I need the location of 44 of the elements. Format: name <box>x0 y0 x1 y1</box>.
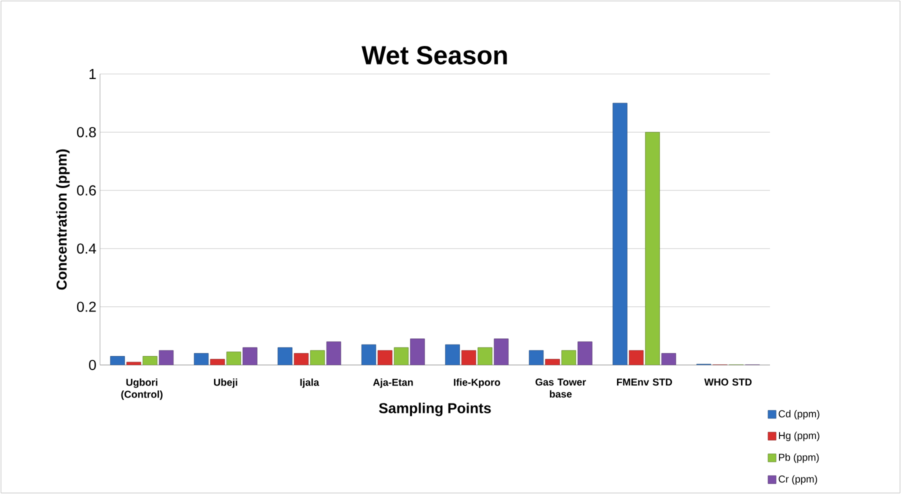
bar <box>110 356 125 365</box>
bar <box>158 350 174 365</box>
y-tick-label: 0.2 <box>77 302 96 312</box>
y-tick-label: 0.6 <box>77 185 96 196</box>
x-tick-label: Ubeji <box>214 378 238 388</box>
bar <box>310 350 325 365</box>
chart-title: Wet Season <box>362 46 507 64</box>
x-axis-title: Sampling Points <box>379 402 491 416</box>
y-tick-label: 0.8 <box>77 127 96 138</box>
y-axis-title: Concentration (ppm) <box>56 149 70 290</box>
bar <box>494 338 509 365</box>
bar <box>142 356 158 365</box>
bar <box>242 347 258 365</box>
bar <box>410 338 425 365</box>
bar <box>661 353 676 365</box>
bar <box>361 344 376 365</box>
x-tick-label: FMEnv STD <box>616 378 672 386</box>
x-tick-label: WHO STD <box>704 378 752 386</box>
bar <box>478 347 492 365</box>
x-tick-label: Ugbori (Control) <box>121 378 162 400</box>
bar <box>578 342 592 365</box>
x-tick-label: Aja-Etan <box>373 378 413 388</box>
legend-label: Pb (ppm) <box>779 454 819 463</box>
x-tick-label: Ijala <box>300 378 320 388</box>
bar <box>278 347 292 365</box>
legend-label: Hg (ppm) <box>779 432 820 442</box>
y-tick-label: 0.4 <box>77 243 96 254</box>
bar <box>326 342 342 365</box>
bar <box>561 350 576 365</box>
bar <box>226 352 242 365</box>
x-tick-label: Gas Tower base <box>536 378 586 398</box>
bar <box>394 347 409 365</box>
legend-label: Cd (ppm) <box>778 410 820 420</box>
bar <box>294 353 308 365</box>
legend-label: Cr (ppm) <box>778 475 818 485</box>
bar <box>528 350 544 365</box>
bar <box>612 102 628 365</box>
bar <box>645 132 660 365</box>
y-tick-label: 1 <box>90 69 96 79</box>
y-tick-label: 0 <box>89 360 96 370</box>
bar <box>194 353 209 365</box>
x-tick-label: Ifie-Kporo <box>454 378 500 388</box>
bar <box>445 344 460 365</box>
bar <box>378 350 392 365</box>
